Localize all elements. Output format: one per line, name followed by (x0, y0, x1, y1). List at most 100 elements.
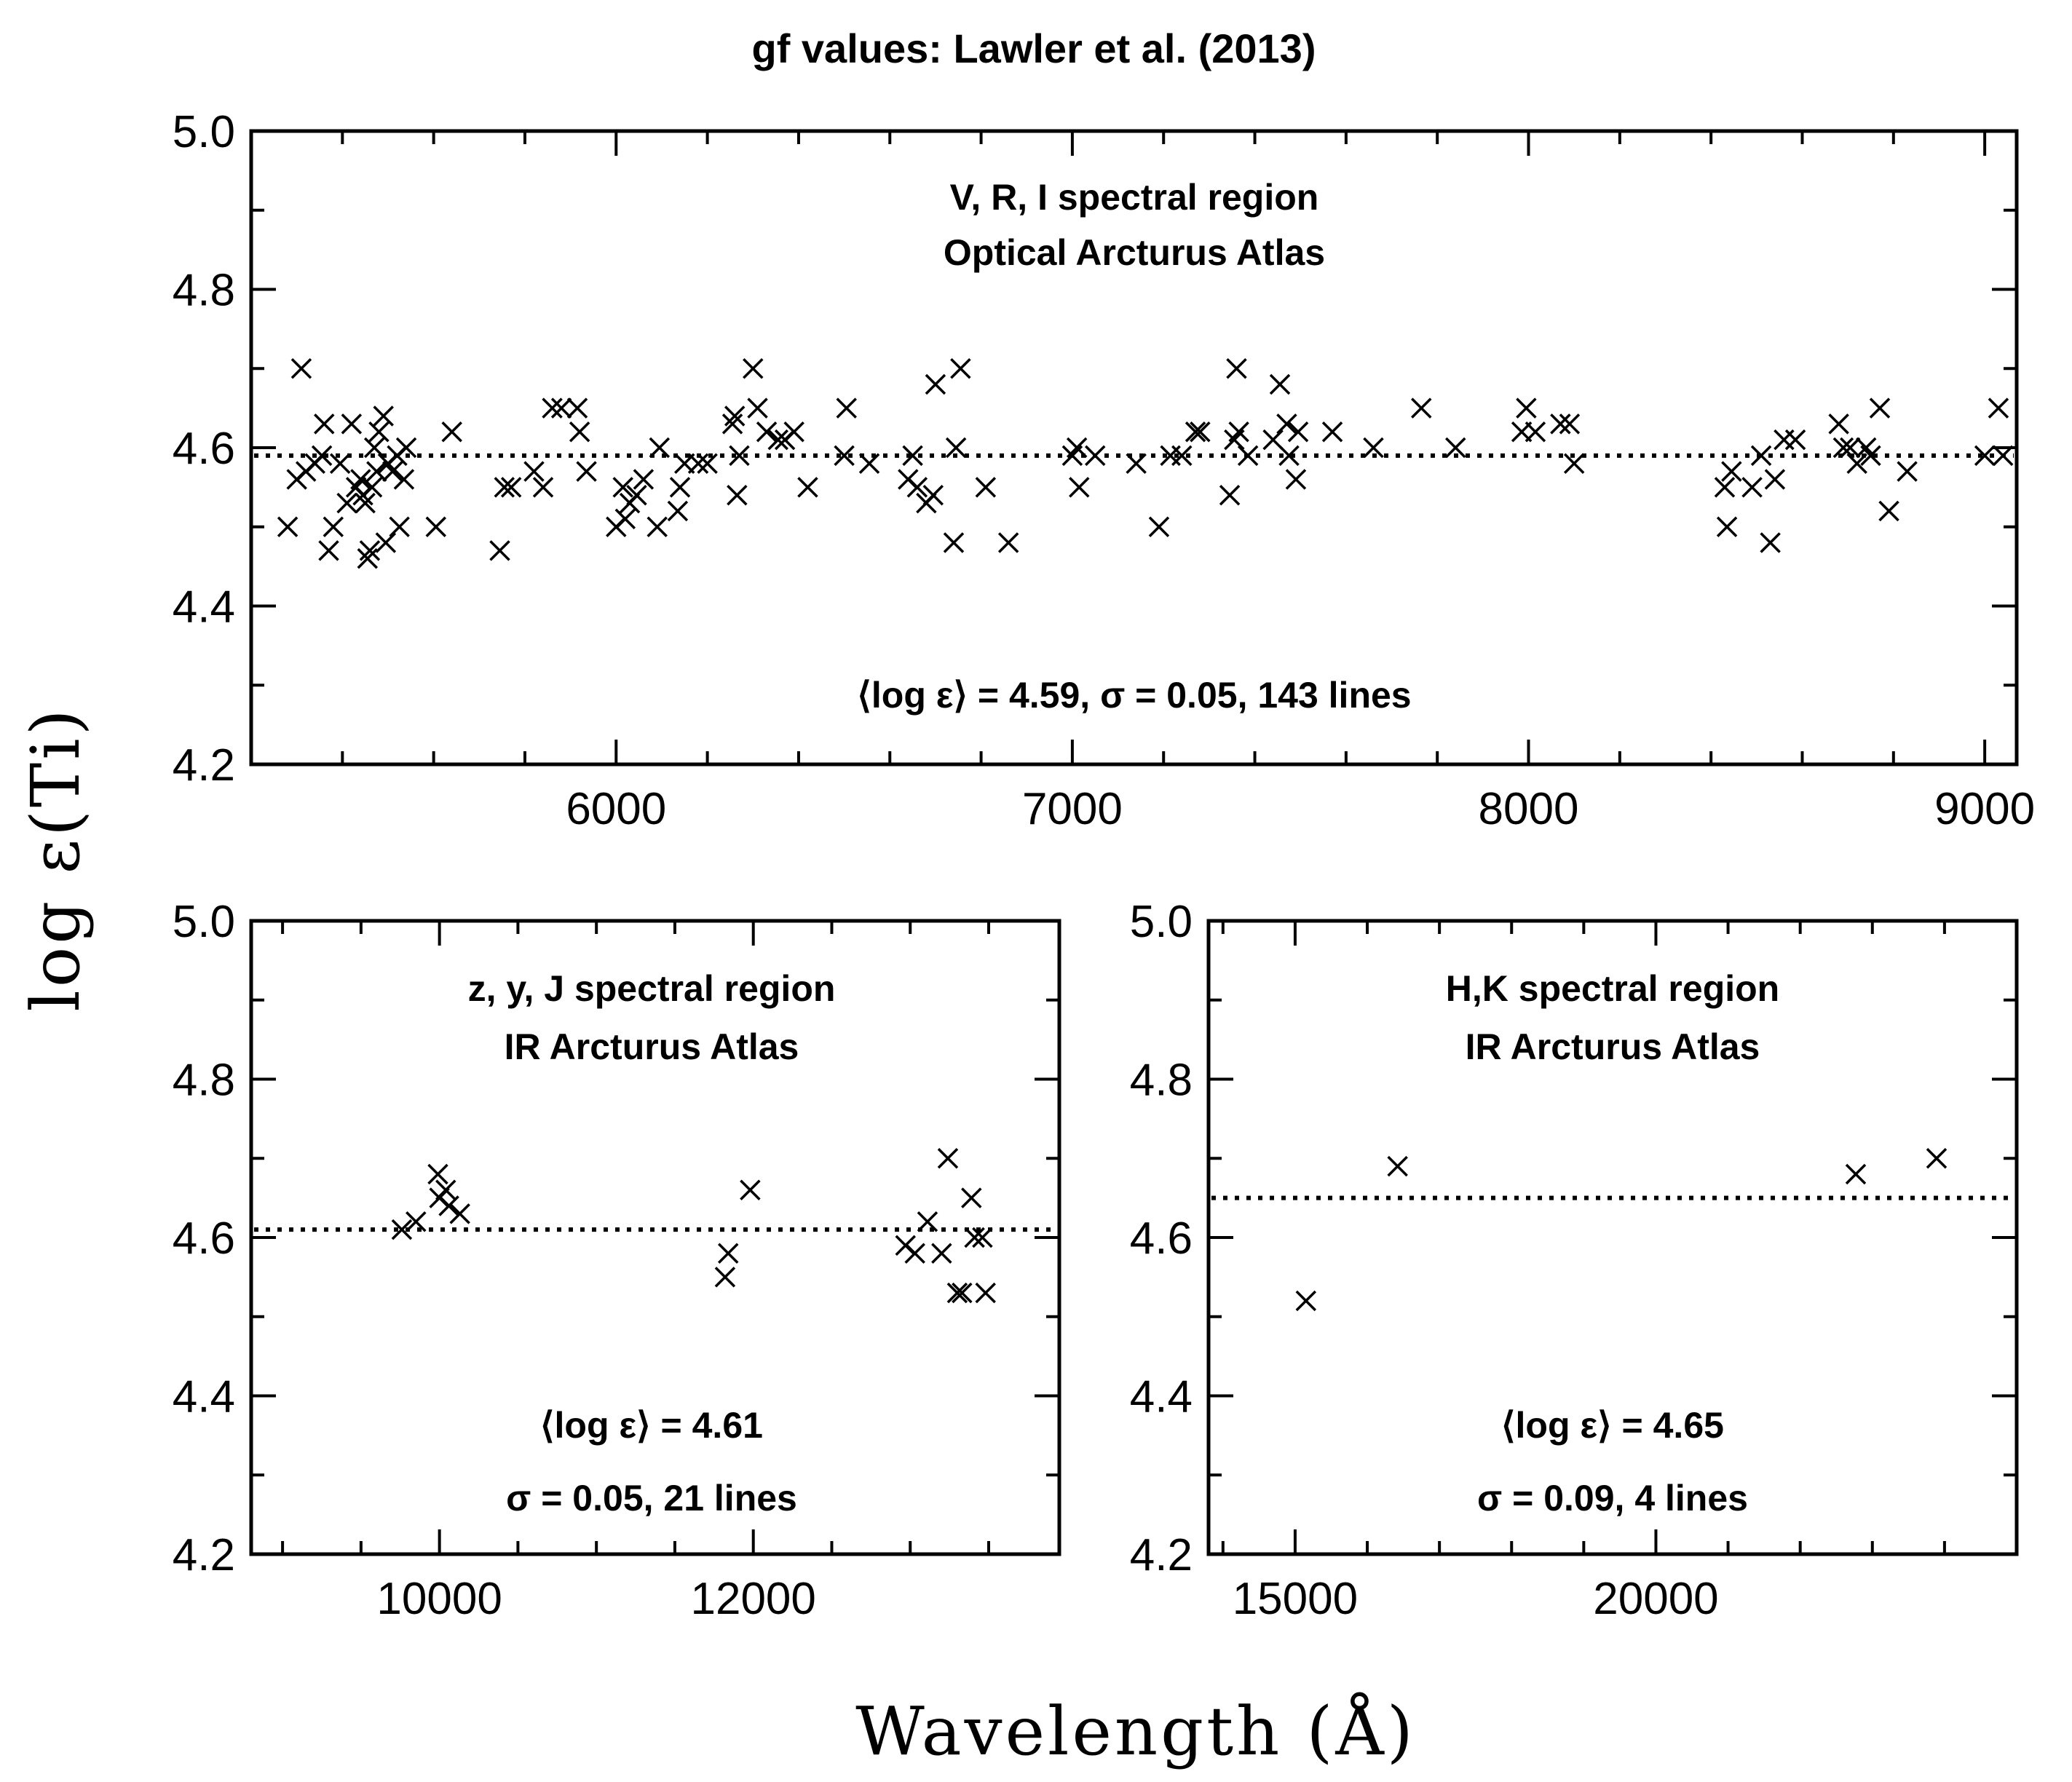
data-point-marker (1228, 421, 1249, 443)
panel-ir-zyj: 4.2 4.4 4.6 4.8 5.0 10000 12000 z, y, J spectr… (173, 897, 1061, 1624)
data-point-marker (532, 477, 554, 498)
data-point-marker (964, 1227, 985, 1248)
data-point-marker (550, 397, 572, 419)
data-point-marker (717, 1243, 739, 1264)
y-tick-label: 4.8 (173, 1056, 235, 1106)
data-point-marker (576, 461, 597, 482)
figure-title: gf values: Lawler et al. (2013) (752, 25, 1316, 71)
data-point-marker (902, 445, 923, 467)
data-point-marker (633, 469, 655, 490)
data-point-marker (906, 477, 928, 498)
panel-ir-hk-title-line-1: H,K spectral region (1446, 968, 1779, 1009)
panel-ir-hk-stats-line-1: ⟨log ε⟩ = 4.65 (1501, 1405, 1724, 1446)
y-tick-label: 4.6 (1130, 1213, 1193, 1264)
y-tick-label: 5.0 (173, 107, 235, 157)
panel-ir-hk: 4.2 4.4 4.6 4.8 5.0 15000 20000 H,K spectral r… (1130, 897, 2019, 1624)
data-point-marker (937, 1148, 959, 1169)
data-point-marker (1860, 445, 1881, 467)
data-point-marker (391, 1219, 413, 1240)
data-point-marker (646, 516, 668, 537)
data-point-marker (1525, 421, 1546, 443)
data-point-marker (1828, 413, 1849, 435)
y-tick-label: 4.6 (173, 424, 235, 474)
data-point-marker (917, 1211, 938, 1232)
data-point-marker (500, 477, 522, 498)
data-point-marker (494, 477, 515, 498)
data-point-marker (626, 485, 647, 506)
panel-optical-stats-line-1: ⟨log ε⟩ = 4.59, σ = 0.05, 143 lines (857, 675, 1411, 716)
data-point-marker (368, 421, 390, 443)
x-tick-label: 20000 (1593, 1574, 1718, 1624)
data-point-marker (767, 429, 788, 451)
data-point-marker (975, 1282, 996, 1304)
data-point-marker (1171, 445, 1193, 467)
data-point-marker (834, 445, 855, 467)
data-point-marker (946, 1282, 968, 1304)
data-point-marker (858, 453, 880, 474)
data-point-marker (669, 477, 691, 498)
data-point-marker (438, 1195, 459, 1216)
data-point-marker (569, 421, 590, 443)
data-point-marker (649, 437, 671, 459)
y-tick-label: 5.0 (173, 897, 235, 947)
data-point-marker (395, 437, 417, 459)
panel-ir-zyj-frame (249, 919, 1061, 1556)
x-tick-label: 9000 (1934, 784, 2035, 834)
data-point-marker (311, 445, 333, 467)
data-point-marker (373, 405, 394, 427)
data-point-marker (1085, 445, 1106, 467)
data-point-marker (1069, 477, 1090, 498)
data-point-marker (1878, 500, 1899, 522)
panel-optical-ticks: 4.2 4.4 4.6 4.8 5.0 6000 7000 8000 9000 (173, 107, 2035, 834)
panel-ir-hk-markers (1295, 1148, 1948, 1312)
data-point-marker (1285, 469, 1307, 490)
data-point-marker (667, 500, 689, 522)
panel-ir-hk-title-line-2: IR Arcturus Atlas (1466, 1026, 1760, 1067)
data-point-marker (449, 1203, 470, 1224)
y-tick-label: 4.4 (173, 582, 235, 633)
data-point-marker (721, 413, 743, 435)
data-point-marker (1550, 413, 1571, 435)
panel-ir-zyj-ticks: 4.2 4.4 4.6 4.8 5.0 10000 12000 (173, 897, 1059, 1624)
data-point-marker (1750, 445, 1772, 467)
y-tick-label: 4.8 (173, 266, 235, 316)
panel-ir-zyj-markers (391, 1148, 996, 1304)
data-point-marker (363, 437, 385, 459)
y-tick-label: 5.0 (1130, 897, 1193, 947)
data-point-marker (1295, 1290, 1317, 1312)
data-point-marker (290, 358, 312, 379)
data-point-marker (542, 397, 563, 419)
data-point-marker (489, 540, 510, 561)
data-point-marker (922, 485, 944, 506)
data-point-marker (1845, 1163, 1867, 1185)
panel-optical: 4.2 4.4 4.6 4.8 5.0 6000 7000 8000 9000 V, R, I … (173, 107, 2035, 834)
x-tick-label: 12000 (690, 1574, 815, 1624)
y-tick-label: 4.2 (173, 740, 235, 791)
data-point-marker (323, 516, 344, 537)
data-point-marker (1992, 445, 2014, 467)
data-point-marker (1846, 453, 1867, 474)
data-point-marker (1784, 429, 1806, 451)
x-tick-label: 10000 (376, 1574, 502, 1624)
data-point-marker (904, 1243, 925, 1264)
y-axis-label: log ε(Ti) (17, 706, 95, 1011)
data-point-marker (427, 1163, 448, 1185)
data-point-marker (1445, 437, 1466, 459)
data-point-marker (1190, 421, 1211, 443)
data-point-marker (1716, 516, 1738, 537)
data-point-marker (1832, 437, 1854, 459)
panel-ir-zyj-stats-line-2: σ = 0.05, 21 lines (506, 1478, 797, 1518)
data-point-marker (1262, 429, 1284, 451)
data-point-marker (950, 358, 971, 379)
data-point-marker (783, 421, 804, 443)
data-point-marker (1714, 477, 1736, 498)
data-point-marker (435, 1179, 456, 1200)
panel-optical-title-line-1: V, R, I spectral region (950, 177, 1319, 218)
y-tick-label: 4.4 (1130, 1372, 1193, 1422)
data-point-marker (972, 1227, 993, 1248)
data-point-marker (329, 453, 351, 474)
data-point-marker (724, 405, 746, 427)
data-point-marker (836, 397, 857, 419)
y-tick-label: 4.4 (173, 1372, 235, 1422)
